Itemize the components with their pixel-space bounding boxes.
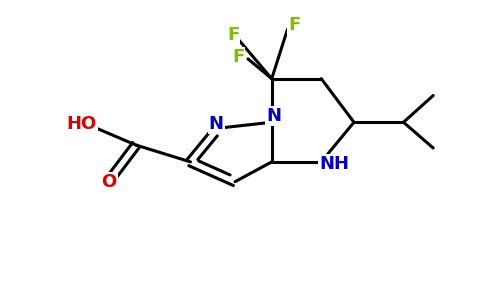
Text: HO: HO (66, 115, 97, 133)
Text: F: F (227, 26, 239, 44)
Text: F: F (232, 48, 244, 66)
Text: N: N (209, 115, 224, 133)
Text: F: F (288, 16, 301, 34)
Text: N: N (266, 107, 281, 125)
Text: O: O (102, 173, 117, 191)
Text: NH: NH (319, 155, 349, 173)
